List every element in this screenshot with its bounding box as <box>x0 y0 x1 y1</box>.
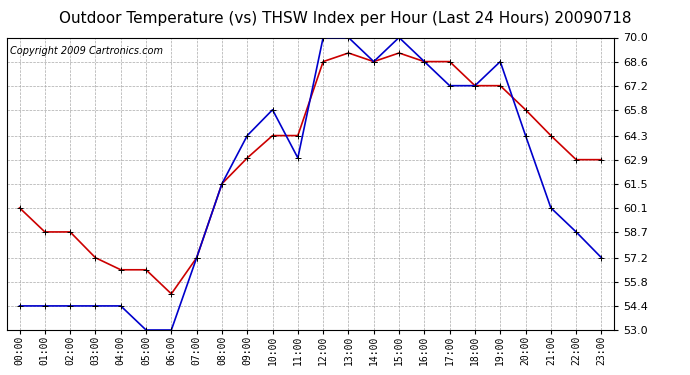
Text: Outdoor Temperature (vs) THSW Index per Hour (Last 24 Hours) 20090718: Outdoor Temperature (vs) THSW Index per … <box>59 11 631 26</box>
Text: Copyright 2009 Cartronics.com: Copyright 2009 Cartronics.com <box>10 46 163 56</box>
